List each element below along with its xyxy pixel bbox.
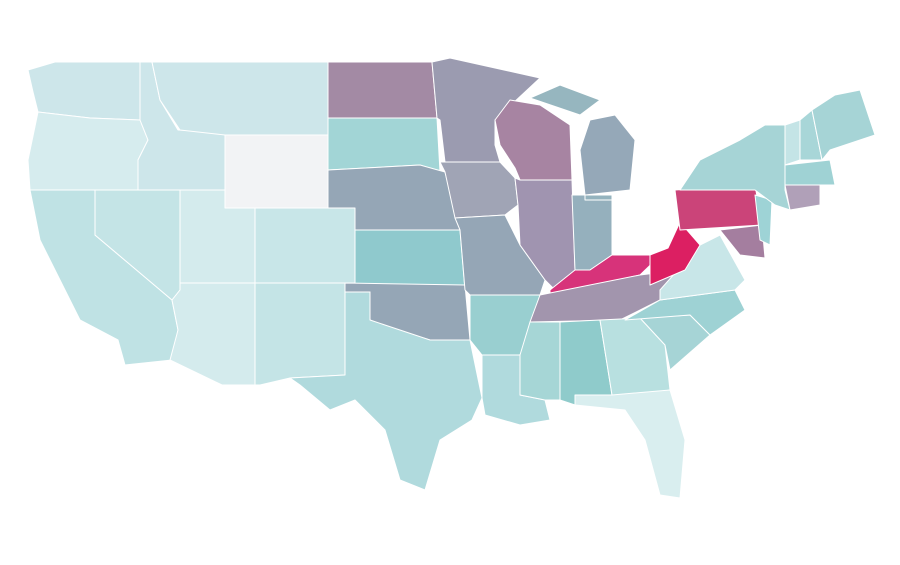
region	[574, 389, 686, 499]
region	[811, 89, 876, 161]
region	[27, 111, 149, 191]
region	[327, 117, 441, 173]
region	[254, 207, 356, 284]
region	[254, 282, 346, 386]
region	[579, 114, 636, 196]
region	[327, 61, 438, 119]
region	[584, 194, 613, 201]
region	[224, 134, 329, 209]
region	[169, 282, 256, 386]
region	[719, 224, 766, 259]
region	[151, 61, 329, 136]
region	[354, 229, 466, 291]
region	[784, 119, 801, 166]
region	[494, 99, 573, 181]
region	[784, 184, 821, 211]
region	[519, 321, 561, 401]
region	[784, 159, 836, 186]
region	[289, 291, 483, 491]
region	[27, 61, 141, 121]
region	[431, 57, 541, 163]
region	[674, 184, 763, 231]
region	[529, 84, 601, 116]
region	[649, 221, 701, 286]
region	[439, 161, 519, 219]
